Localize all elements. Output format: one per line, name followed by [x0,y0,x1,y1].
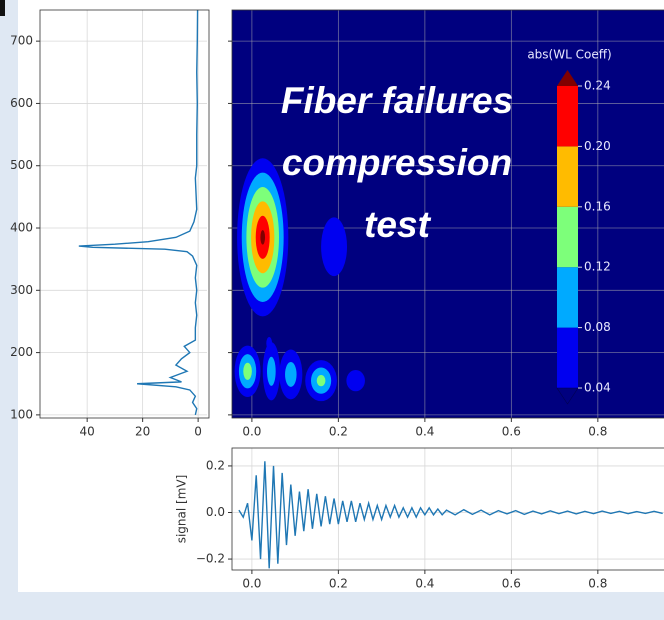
y-tick-label: 300 [10,283,33,297]
axes-background [232,448,664,570]
x-tick-label: 0.0 [242,425,261,439]
contour-region [267,356,276,386]
x-tick-label: 0.0 [242,577,261,591]
annotation: compression [282,142,512,183]
colorbar-tick-label: 0.12 [584,260,611,274]
x-tick-label: 0.6 [502,577,521,591]
signal-line [238,461,663,569]
axes-frame [231,9,664,419]
colorbar-band [557,146,578,207]
y-tick-label: −0.2 [196,552,225,566]
colorbar-over [557,70,578,86]
axes-frame [39,9,210,419]
x-tick-label: 0.2 [329,577,348,591]
x-tick-label: 0.8 [588,577,607,591]
x-tick-label: 0 [194,425,202,439]
contour-region [316,375,326,387]
colorbar-band [557,327,578,388]
x-tick-label: 40 [80,425,95,439]
x-tick-label: 0.2 [329,425,348,439]
x-tick-label: 0.6 [502,425,521,439]
y-axis-label: signal [mV] [175,475,189,544]
y-tick-label: 400 [10,221,33,235]
signal-line [78,9,199,416]
colorbar-tick-label: 0.16 [584,199,611,213]
signal-plot: 0.0 0.2 0.4 0.6 0.8 −0.2 0.0 0.2 signal [mV] [175,447,664,591]
y-tick-label: 200 [10,345,33,359]
y-tick-label: 0.2 [206,458,225,472]
colorbar-band [557,86,578,147]
contour-region [260,230,266,245]
y-tick-label: 700 [10,34,33,48]
y-tick-label: 0.0 [206,505,225,519]
y-tick-label: 600 [10,96,33,110]
colorbar-under [556,387,579,405]
colorbar-title: abs(WL Coeff) [527,48,611,62]
colorbar-tick-label: 0.08 [584,320,611,334]
colorbar-band [557,206,578,268]
contour-region [321,217,348,277]
colorbar-tick-label: 0.20 [584,139,611,153]
colorbar-tick-label: 0.24 [584,79,611,93]
y-tick-label: 100 [10,407,33,421]
contour-region [346,369,365,392]
corner-mark [0,0,5,16]
x-tick-label: 0.4 [415,425,434,439]
x-tick-label: 0.8 [588,425,607,439]
contour-region [243,362,252,380]
colorbar-band [557,267,578,328]
y-tick-label: 500 [10,158,33,172]
axes-frame [231,447,664,571]
axes-background [40,10,207,418]
annotation: test [364,204,431,245]
annotation: Fiber failures [281,80,513,121]
axes-background [232,10,664,418]
contour-region [266,337,273,350]
x-tick-label: 20 [135,425,150,439]
x-tick-label: 0.4 [415,577,434,591]
scalogram-plot: 0.0 0.2 0.4 0.6 0.8 Fiber failures compression… [228,9,664,439]
contour-region [285,361,297,387]
colorbar-tick-label: 0.04 [584,381,611,395]
